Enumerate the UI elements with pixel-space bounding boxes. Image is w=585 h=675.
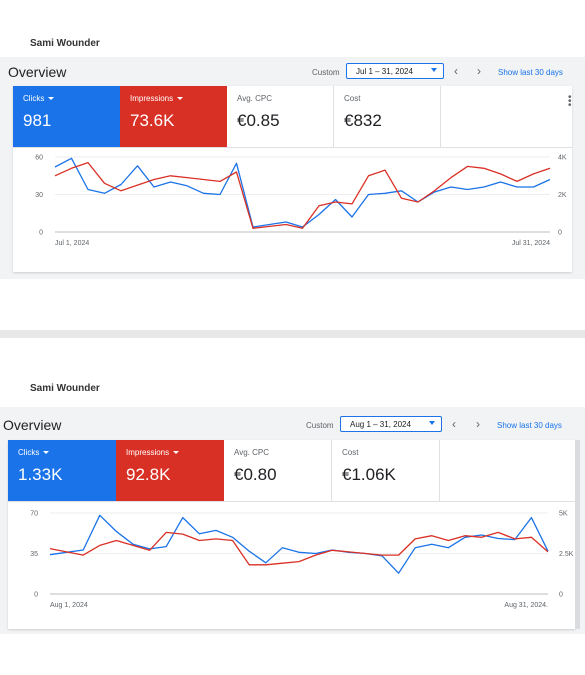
x-axis-start-label: Aug 1, 2024 <box>50 602 88 609</box>
series-line-clicks <box>54 157 551 228</box>
next-period-button[interactable]: › <box>476 417 480 431</box>
metric-tile-impressions[interactable]: Impressions 92.8K <box>116 440 224 501</box>
scrollbar[interactable] <box>575 440 580 629</box>
metric-label: Impressions <box>126 448 224 457</box>
section-separator <box>0 330 585 338</box>
next-period-button[interactable]: › <box>477 64 481 78</box>
chevron-down-icon <box>429 421 435 425</box>
x-axis-end-label: Jul 31, 2024 <box>512 240 550 247</box>
date-range-select[interactable]: Jul 1 – 31, 2024 <box>346 63 444 79</box>
left-axis-tick-label: 0 <box>34 592 38 599</box>
series-line-clicks <box>49 514 549 574</box>
metric-value: €0.85 <box>237 111 280 130</box>
overview-title: Overview <box>3 417 62 433</box>
dropdown-arrow-icon <box>177 97 184 100</box>
metric-label: Cost <box>344 94 361 103</box>
metric-tile-avg-cpc[interactable]: Avg. CPC €0.85 <box>227 86 334 147</box>
left-axis-tick-label: 30 <box>35 192 43 199</box>
account-name: Sami Wounder <box>30 383 100 394</box>
dropdown-arrow-icon <box>43 451 50 454</box>
x-axis-start-label: Jul 1, 2024 <box>55 240 89 247</box>
performance-chart: 60 4K 30 2K 0 0 Jul 1, 2024 Jul 31, 2024 <box>35 155 567 248</box>
x-axis-end-label: Aug 31, 2024. <box>504 602 548 609</box>
performance-chart: 70 5K 35 2.5K 0 0 Aug 1, 2024 Aug 31, 2024. <box>30 511 574 610</box>
left-axis-tick-label: 70 <box>30 511 38 518</box>
metric-label: Cost <box>342 448 359 457</box>
right-axis-tick-label: 2.5K <box>559 551 574 558</box>
date-range-value: Aug 1 – 31, 2024 <box>350 420 411 429</box>
metric-value: 981 <box>23 111 52 130</box>
overview-panel: Overview Custom Jul 1 – 31, 2024 ‹ › Sho… <box>0 57 585 279</box>
metric-tile-cost[interactable]: Cost €1.06K <box>332 440 440 501</box>
metric-value: 1.33K <box>18 465 63 484</box>
left-axis-tick-label: 35 <box>30 551 38 558</box>
metric-label: Avg. CPC <box>237 94 272 103</box>
series-line-impressions <box>49 531 549 566</box>
series-line-impressions <box>54 161 551 229</box>
right-axis-tick-label: 4K <box>558 155 567 162</box>
metric-tile-clicks[interactable]: Clicks 981 <box>13 86 120 147</box>
dropdown-arrow-icon <box>48 97 55 100</box>
metric-label: Clicks <box>23 94 120 103</box>
metric-value: 92.8K <box>126 465 171 484</box>
left-axis-tick-label: 0 <box>39 230 43 237</box>
overview-panel: Overview Custom Aug 1 – 31, 2024 ‹ › Sho… <box>0 407 585 634</box>
metric-label: Clicks <box>18 448 116 457</box>
account-name: Sami Wounder <box>30 38 100 49</box>
metric-tile-avg-cpc[interactable]: Avg. CPC €0.80 <box>224 440 332 501</box>
chevron-down-icon <box>431 68 437 72</box>
right-axis-tick-label: 0 <box>558 230 562 237</box>
metric-tile-clicks[interactable]: Clicks 1.33K <box>8 440 116 501</box>
right-axis-tick-label: 5K <box>559 511 568 518</box>
previous-period-button[interactable]: ‹ <box>452 417 456 431</box>
date-range-value: Jul 1 – 31, 2024 <box>356 67 413 76</box>
metric-tile-cost[interactable]: Cost €832 <box>334 86 441 147</box>
metric-value: 73.6K <box>130 111 175 130</box>
date-range-select[interactable]: Aug 1 – 31, 2024 <box>340 416 442 432</box>
right-axis-tick-label: 2K <box>558 192 567 199</box>
overview-card: Clicks 1.33K Impressions 92.8K Avg. CPC … <box>8 440 575 629</box>
metrics-divider <box>13 147 572 148</box>
metric-value: €0.80 <box>234 465 277 484</box>
metric-label: Impressions <box>130 94 227 103</box>
overview-card: Clicks 981 Impressions 73.6K Avg. CPC €0… <box>13 86 572 272</box>
show-last-30-days-link[interactable]: Show last 30 days <box>498 68 563 77</box>
left-axis-tick-label: 60 <box>35 155 43 162</box>
metric-value: €832 <box>344 111 382 130</box>
previous-period-button[interactable]: ‹ <box>454 64 458 78</box>
custom-label: Custom <box>306 421 334 430</box>
more-options-icon[interactable]: • • • <box>568 92 572 111</box>
overview-title: Overview <box>8 64 67 80</box>
right-axis-tick-label: 0 <box>559 592 563 599</box>
metrics-divider <box>8 501 575 502</box>
metric-tile-impressions[interactable]: Impressions 73.6K <box>120 86 227 147</box>
metric-value: €1.06K <box>342 465 396 484</box>
show-last-30-days-link[interactable]: Show last 30 days <box>497 421 562 430</box>
metric-label: Avg. CPC <box>234 448 269 457</box>
dropdown-arrow-icon <box>173 451 180 454</box>
custom-label: Custom <box>312 68 340 77</box>
